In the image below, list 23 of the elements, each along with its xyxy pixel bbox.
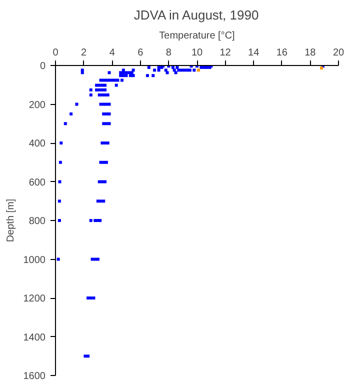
- y-tick-label: 1600: [23, 371, 46, 382]
- x-tick-label: 4: [109, 48, 116, 58]
- x-tick-label: 10: [191, 48, 203, 58]
- x-tick-label: 20: [332, 48, 344, 58]
- x-tick-label: 16: [276, 48, 288, 58]
- x-tick-label: 14: [248, 48, 260, 58]
- y-tick-label: 0: [40, 61, 46, 72]
- y-tick-label: 1200: [23, 294, 46, 304]
- y-axis-title: Depth [m]: [5, 198, 16, 242]
- x-tick-label: 18: [304, 48, 316, 58]
- y-tick-label: 200: [28, 100, 46, 111]
- x-tick-label: 12: [220, 48, 232, 58]
- y-tick-label: 600: [28, 177, 46, 188]
- y-tick-label: 1000: [23, 254, 46, 266]
- x-tick-label: 6: [138, 48, 144, 58]
- x-tick-label: 2: [81, 48, 88, 58]
- y-tick-label: 400: [28, 138, 46, 150]
- x-axis-title: Temperature [°C]: [159, 30, 236, 42]
- x-tick-label: 8: [166, 48, 172, 58]
- y-tick-label: 1400: [23, 332, 46, 344]
- chart-title: JDVA in August, 1990: [134, 8, 259, 22]
- y-tick-label: 800: [28, 216, 46, 227]
- x-tick-label: 0: [52, 48, 59, 58]
